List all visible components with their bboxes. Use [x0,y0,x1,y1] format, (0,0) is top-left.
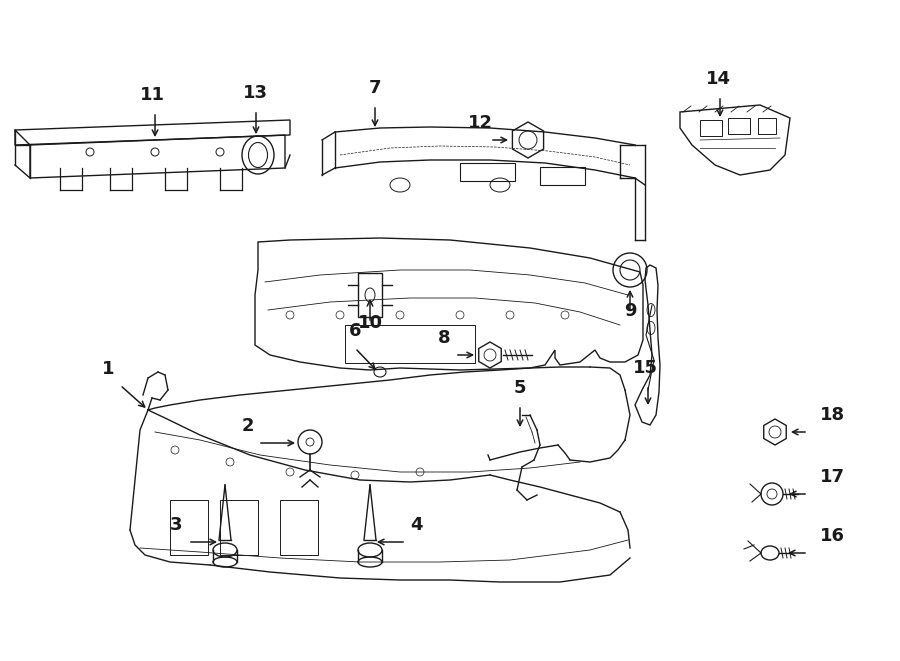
Text: 6: 6 [349,322,361,340]
Text: 3: 3 [170,516,182,534]
Bar [220,500,258,555]
Bar [460,163,515,181]
Text: 9: 9 [624,302,636,320]
Text: 16: 16 [820,527,845,545]
Bar [700,120,722,136]
Text: 15: 15 [633,359,658,377]
Text: 18: 18 [820,406,845,424]
Text: 17: 17 [820,468,845,486]
Text: 2: 2 [242,417,254,435]
Text: 5: 5 [514,379,526,397]
Text: 11: 11 [140,86,165,104]
Text: 1: 1 [102,360,114,378]
Bar [170,500,208,555]
Text: 10: 10 [357,314,382,332]
Bar [345,325,475,363]
Text: 13: 13 [242,84,267,102]
Bar [540,167,585,185]
Bar [758,118,776,134]
Text: 14: 14 [706,70,731,88]
Bar [358,273,382,317]
Bar [280,500,318,555]
Text: 7: 7 [369,79,382,97]
Text: 8: 8 [437,329,450,347]
Text: 4: 4 [410,516,422,534]
Bar [728,118,750,134]
Text: 12: 12 [467,114,492,132]
